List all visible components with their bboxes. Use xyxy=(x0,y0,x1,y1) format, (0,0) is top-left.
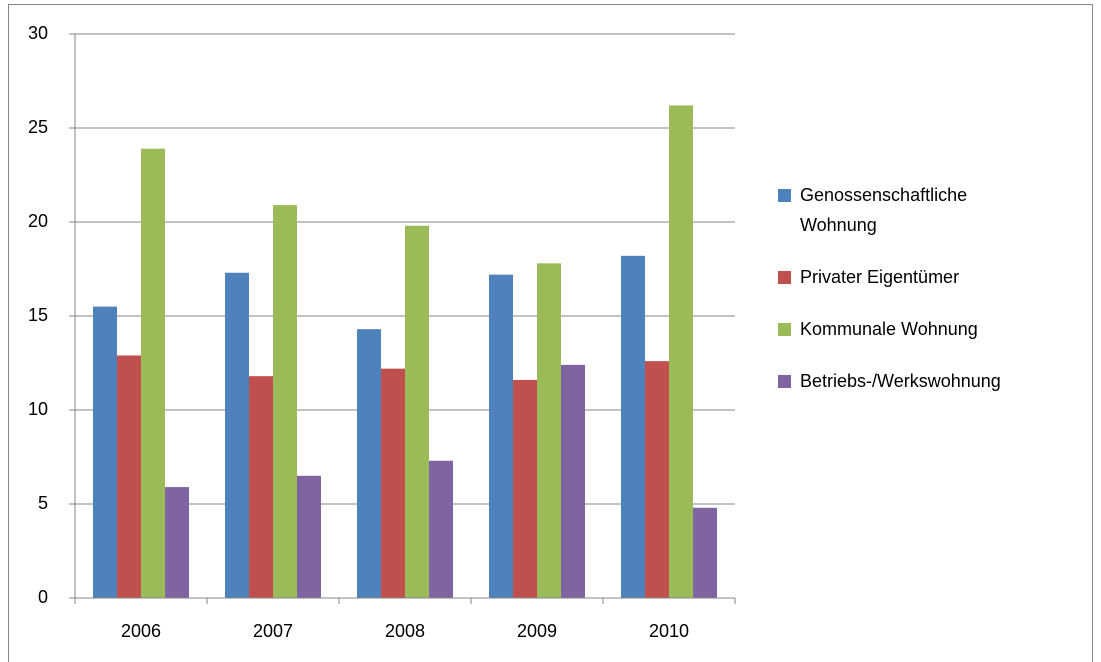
bar xyxy=(489,274,513,598)
legend: Genossenschaftliche Wohnung Privater Eige… xyxy=(778,180,1038,396)
legend-label: Privater Eigentümer xyxy=(800,267,960,287)
y-tick-label: 25 xyxy=(28,117,48,137)
bar xyxy=(381,368,405,598)
bar xyxy=(93,306,117,598)
legend-swatch xyxy=(778,189,791,202)
bar xyxy=(429,460,453,598)
x-tick-label: 2007 xyxy=(253,621,293,641)
bar xyxy=(273,205,297,598)
bar xyxy=(513,379,537,598)
bar xyxy=(669,105,693,598)
legend-item: Betriebs-/Werkswohnung xyxy=(778,366,1038,396)
bar xyxy=(537,263,561,598)
y-tick-label: 20 xyxy=(28,211,48,231)
chart-border xyxy=(8,4,1093,662)
bar xyxy=(165,487,189,598)
bar xyxy=(225,272,249,598)
legend-label: Genossenschaftliche Wohnung xyxy=(800,185,968,235)
y-tick-label: 15 xyxy=(28,305,48,325)
y-tick-label: 5 xyxy=(38,493,48,513)
legend-item: Privater Eigentümer xyxy=(778,262,1038,292)
x-tick-label: 2008 xyxy=(385,621,425,641)
legend-swatch xyxy=(778,271,791,284)
legend-item: Kommunale Wohnung xyxy=(778,314,1038,344)
y-tick-label: 30 xyxy=(28,23,48,43)
legend-swatch xyxy=(778,375,791,388)
x-tick-label: 2009 xyxy=(517,621,557,641)
legend-swatch xyxy=(778,323,791,336)
bar xyxy=(141,148,165,598)
legend-label: Betriebs-/Werkswohnung xyxy=(800,371,1001,391)
x-tick-label: 2006 xyxy=(121,621,161,641)
bar xyxy=(357,329,381,598)
bar xyxy=(249,376,273,598)
y-tick-label: 10 xyxy=(28,399,48,419)
legend-item: Genossenschaftliche Wohnung xyxy=(778,180,1038,240)
x-tick-label: 2010 xyxy=(649,621,689,641)
bar xyxy=(297,475,321,598)
y-tick-label: 0 xyxy=(38,587,48,607)
bar xyxy=(405,225,429,598)
bar xyxy=(645,361,669,598)
bar xyxy=(693,507,717,598)
bar xyxy=(561,364,585,598)
bar xyxy=(621,255,645,598)
legend-label: Kommunale Wohnung xyxy=(800,319,978,339)
bar xyxy=(117,355,141,598)
